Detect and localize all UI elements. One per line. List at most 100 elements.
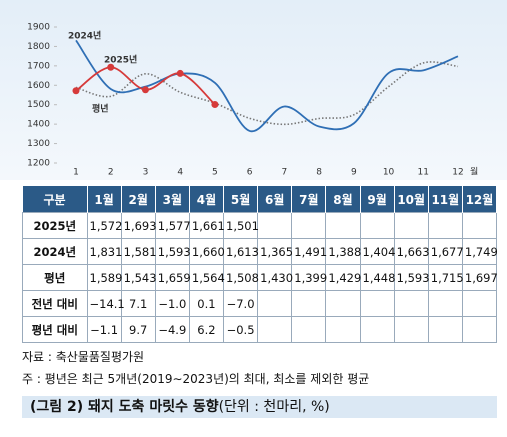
empty-cell — [393, 316, 429, 343]
data-table: 구분 1월 2월 3월 4월 5월 6월 7월 8월 9월 10월 11월 12월 2025년 1,572 1… — [22, 186, 498, 343]
cell: −4.9 — [154, 316, 190, 343]
series-label: 2025년 — [104, 54, 137, 66]
caption-unit: (단위 : 천마리, %) — [218, 399, 330, 415]
cell: 1,581 — [120, 238, 157, 265]
empty-cell — [325, 290, 361, 317]
header-cell: 3월 — [155, 186, 190, 213]
empty-cell — [427, 212, 463, 239]
y-tick-label: 1600 — [27, 81, 50, 91]
cell: 1,660 — [188, 238, 225, 265]
header-cell: 9월 — [360, 186, 395, 213]
table-row: 평년 1,589 1,543 1,659 1,564 1,508 1,430 1,399 1,4… — [22, 264, 498, 291]
empty-cell — [359, 212, 395, 239]
cell: 1,365 — [257, 238, 293, 265]
cell: −1.0 — [154, 290, 190, 317]
row-label: 평년 — [22, 264, 88, 291]
empty-cell — [461, 290, 498, 317]
header-cell: 구분 — [22, 186, 88, 213]
header-cell: 11월 — [428, 186, 463, 213]
y-tick-label: 1500 — [27, 100, 50, 110]
empty-cell — [393, 212, 429, 239]
empty-cell — [325, 316, 361, 343]
cell: 1,749 — [461, 238, 498, 265]
row-label: 2024년 — [22, 238, 88, 265]
x-tick-label: 12 — [452, 168, 463, 178]
table-row: 2024년 1,831 1,581 1,593 1,660 1,613 1,365 1,491… — [22, 238, 498, 265]
cell: 1,388 — [325, 238, 361, 265]
y-tick-label: 1700 — [27, 61, 50, 71]
cell: 1,663 — [393, 238, 430, 265]
cell: 1,593 — [393, 264, 430, 291]
cell: −1.1 — [86, 316, 122, 343]
y-tick-label: 1200 — [27, 159, 50, 169]
header-cell: 12월 — [462, 186, 498, 213]
header-cell: 8월 — [325, 186, 361, 213]
header-cell: 4월 — [189, 186, 225, 213]
cell: −14.1 — [86, 290, 125, 317]
series-label: 평년 — [92, 103, 109, 115]
x-unit: 월 — [470, 166, 478, 178]
chart-background — [0, 0, 507, 180]
empty-cell — [257, 290, 293, 317]
point — [107, 63, 115, 71]
cell: 1,508 — [222, 264, 259, 291]
cell: 0.1 — [188, 290, 225, 317]
point — [176, 69, 184, 77]
cell: −7.0 — [222, 290, 259, 317]
empty-cell — [359, 316, 395, 343]
empty-cell — [461, 212, 498, 239]
x-tick-label: 3 — [143, 168, 149, 178]
cell: 6.2 — [188, 316, 225, 343]
table-row: 평년 대비 −1.1 9.7 −4.9 6.2 −0.5 — [22, 316, 498, 343]
cell: 1,589 — [86, 264, 122, 291]
footnote: 주 : 평년은 최근 5개년(2019∼2023년)의 최대, 최소를 제외한 … — [22, 372, 370, 386]
caption-title: (그림 2) 돼지 도축 마릿수 동향 — [30, 399, 219, 415]
series-label: 2024년 — [68, 30, 101, 42]
table-row: 전년 대비 −14.1 7.1 −1.0 0.1 −7.0 — [22, 290, 498, 317]
cell: 1,661 — [188, 212, 225, 239]
header-cell: 1월 — [87, 186, 122, 213]
cell: 1,501 — [222, 212, 259, 239]
x-tick-label: 5 — [212, 168, 218, 178]
empty-cell — [359, 290, 395, 317]
source-note: 자료 : 축산물품질평가원 — [22, 350, 145, 364]
x-tick-label: 6 — [247, 168, 253, 178]
cell: 1,659 — [154, 264, 191, 291]
empty-cell — [257, 212, 293, 239]
cell: 1,564 — [188, 264, 225, 291]
empty-cell — [291, 316, 327, 343]
x-tick-label: 8 — [316, 168, 322, 178]
caption: (그림 2) 돼지 도축 마릿수 동향(단위 : 천마리, %) — [22, 396, 497, 418]
cell: 1,430 — [257, 264, 293, 291]
header-cell: 5월 — [223, 186, 259, 213]
cell: 1,543 — [120, 264, 157, 291]
empty-cell — [257, 316, 293, 343]
x-tick-label: 7 — [281, 168, 287, 178]
point — [211, 101, 219, 109]
cell: 1,593 — [154, 238, 191, 265]
x-tick-label: 2 — [108, 168, 114, 178]
y-tick-label: 1300 — [27, 139, 50, 149]
cell: −0.5 — [222, 316, 259, 343]
empty-cell — [291, 290, 327, 317]
cell: 1,693 — [120, 212, 157, 239]
empty-cell — [461, 316, 498, 343]
y-tick-label: 1900 — [27, 23, 50, 33]
y-tick-label: 1400 — [27, 120, 50, 130]
point — [141, 86, 149, 94]
cell: 9.7 — [120, 316, 156, 343]
cell: 1,577 — [154, 212, 191, 239]
header-cell: 2월 — [121, 186, 156, 213]
empty-cell — [393, 290, 429, 317]
empty-cell — [427, 290, 463, 317]
line-0 — [75, 39, 459, 132]
cell: 1,715 — [427, 264, 464, 291]
x-tick-label: 9 — [351, 168, 357, 178]
cell: 1,404 — [359, 238, 395, 265]
row-label: 전년 대비 — [22, 290, 88, 317]
header-cell: 7월 — [291, 186, 327, 213]
x-tick-label: 4 — [177, 168, 183, 178]
line-2 — [75, 61, 459, 126]
